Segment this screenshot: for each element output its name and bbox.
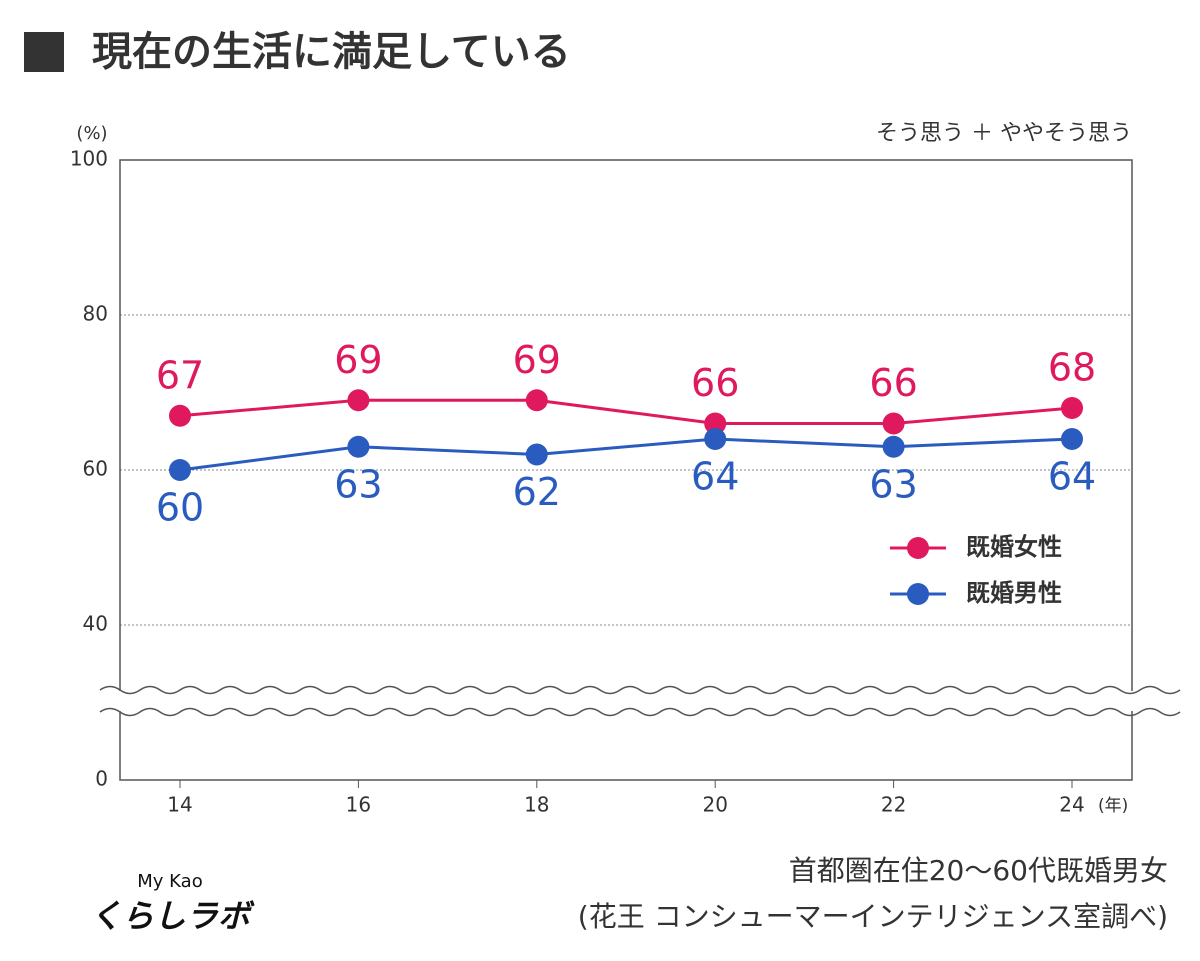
legend-marker	[907, 537, 929, 559]
data-point	[525, 389, 548, 412]
y-tick-label: 0	[95, 767, 108, 791]
data-label: 67	[156, 353, 204, 397]
data-label: 69	[334, 338, 382, 382]
legend-label: 既婚男性	[966, 579, 1062, 607]
legend-marker	[907, 583, 929, 605]
data-label: 66	[691, 361, 739, 405]
data-point	[882, 412, 905, 435]
data-label: 60	[156, 486, 204, 530]
data-label: 62	[513, 470, 561, 514]
logo-main: くらしラボ	[90, 897, 255, 935]
data-point	[1061, 397, 1083, 419]
x-tick-label: 24	[1059, 793, 1084, 817]
data-point	[1061, 428, 1083, 450]
x-unit: (年)	[1098, 796, 1128, 816]
title-marker	[24, 32, 64, 72]
data-point	[347, 435, 370, 458]
y-tick-label: 40	[83, 612, 108, 636]
series-line	[179, 398, 1073, 425]
x-tick-label: 20	[702, 793, 727, 817]
data-label: 63	[334, 462, 382, 506]
chart-title: 現在の生活に満足している	[92, 29, 571, 75]
legend-label: 既婚女性	[966, 533, 1062, 561]
plot-frame	[119, 159, 1133, 781]
x-tick-label: 22	[881, 793, 906, 817]
source-line: 首都圏在住20～60代既婚男女	[789, 854, 1168, 887]
series-line	[179, 437, 1073, 472]
y-tick-label: 100	[70, 147, 108, 171]
data-point	[169, 459, 191, 481]
data-point	[704, 412, 727, 435]
x-tick-label: 16	[346, 793, 371, 817]
data-label: 64	[1048, 455, 1096, 499]
data-label: 63	[869, 462, 917, 506]
data-label: 66	[869, 361, 917, 405]
x-tick-label: 18	[524, 793, 549, 817]
note: そう思う ＋ ややそう思う	[876, 121, 1132, 146]
axis-break-line	[99, 707, 1181, 717]
logo-top: My Kao	[137, 871, 202, 892]
y-tick-label: 60	[83, 457, 108, 481]
x-tick-label: 14	[167, 793, 192, 817]
data-label: 69	[513, 338, 561, 382]
data-label: 64	[691, 455, 739, 499]
data-point	[704, 428, 727, 450]
data-point	[525, 443, 548, 466]
data-point	[169, 404, 191, 427]
axis-break-line	[99, 685, 1181, 695]
y-tick-label: 80	[83, 302, 108, 326]
y-unit: (%)	[76, 123, 107, 144]
data-label: 68	[1048, 346, 1096, 390]
source-line: (花王 コンシューマーインテリジェンス室調べ)	[578, 900, 1168, 933]
axis-break-gap	[100, 691, 1156, 711]
data-point	[347, 389, 370, 412]
data-point	[882, 435, 905, 458]
